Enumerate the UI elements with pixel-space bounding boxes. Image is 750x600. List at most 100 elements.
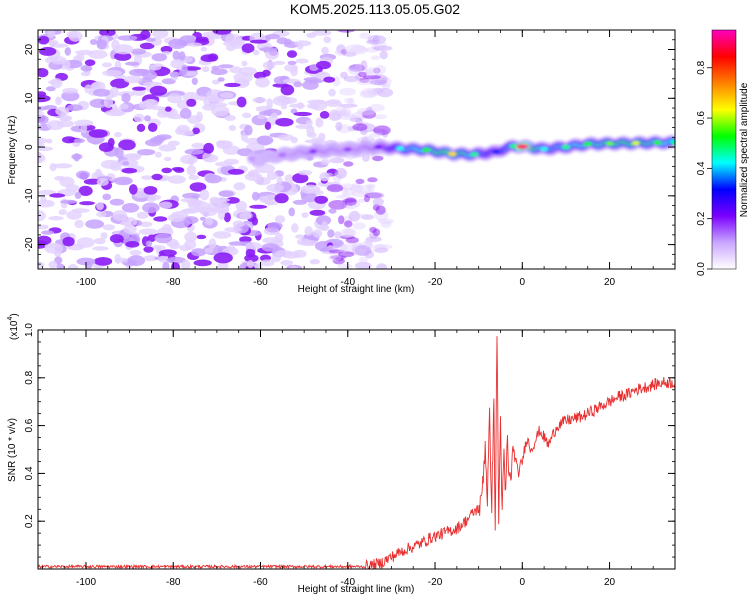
noise-blob — [245, 242, 262, 250]
noise-blob — [323, 76, 336, 83]
noise-blob — [96, 201, 104, 211]
noise-blob — [367, 184, 375, 194]
noise-blob — [290, 108, 298, 114]
noise-blob — [197, 95, 207, 101]
noise-blob — [363, 248, 372, 254]
noise-blob — [291, 223, 299, 233]
noise-blob — [241, 43, 255, 54]
noise-blob — [99, 30, 116, 37]
noise-blob — [295, 58, 309, 64]
track-peak — [278, 152, 287, 158]
noise-blob — [200, 54, 217, 62]
noise-blob — [98, 142, 114, 152]
noise-blob — [228, 125, 237, 131]
spectrogram-xlabel: Height of straight line (km) — [298, 284, 415, 295]
noise-blob — [344, 97, 354, 104]
noise-blob — [344, 220, 353, 228]
noise-blob — [114, 132, 122, 138]
noise-blob — [251, 191, 260, 201]
noise-blob — [129, 184, 138, 195]
noise-blob — [44, 244, 62, 248]
noise-blob — [127, 255, 145, 267]
noise-blob — [352, 222, 366, 230]
noise-blob — [47, 40, 59, 45]
noise-blob — [123, 224, 137, 234]
noise-blob — [295, 124, 313, 129]
noise-blob — [296, 238, 312, 246]
noise-blob — [373, 67, 381, 74]
noise-blob — [151, 53, 168, 62]
track-peak — [492, 149, 501, 155]
colorbar-tick-label: 0.0 — [696, 262, 707, 276]
noise-blob — [132, 86, 147, 91]
noise-blob — [41, 230, 54, 235]
noise-blob — [344, 204, 358, 210]
noise-blob — [160, 45, 173, 53]
noise-blob — [38, 189, 56, 196]
noise-blob — [182, 91, 199, 103]
noise-blob — [113, 176, 133, 186]
noise-blob — [371, 41, 387, 50]
noise-blob — [270, 112, 278, 119]
noise-blob — [114, 51, 132, 61]
noise-blob — [122, 153, 143, 159]
noise-blob — [274, 233, 284, 243]
noise-blob — [179, 108, 192, 119]
noise-blob — [306, 103, 320, 109]
noise-blob — [364, 47, 380, 53]
noise-blob — [334, 49, 351, 57]
noise-blob — [178, 129, 194, 136]
noise-blob — [295, 234, 305, 239]
y-tick-label: 0.8 — [24, 370, 35, 384]
track-peak — [653, 140, 662, 145]
snr-frame — [37, 329, 676, 570]
noise-blob — [38, 146, 54, 152]
noise-blob — [93, 237, 106, 245]
noise-blob — [286, 50, 298, 58]
noise-blob — [362, 152, 370, 162]
noise-blob — [328, 88, 336, 97]
noise-blob — [56, 263, 65, 269]
noise-blob — [67, 264, 79, 269]
noise-blob — [251, 216, 258, 226]
noise-blob — [55, 106, 70, 116]
noise-blob — [300, 184, 321, 194]
noise-blob — [305, 119, 313, 127]
noise-blob — [259, 47, 279, 52]
noise-blob — [74, 119, 94, 127]
noise-blob — [321, 221, 328, 230]
noise-blob — [149, 85, 168, 96]
noise-blob — [244, 124, 253, 136]
noise-blob — [363, 75, 381, 80]
y-tick-label: -10 — [24, 188, 35, 203]
noise-blob — [208, 238, 217, 250]
noise-blob — [265, 33, 280, 40]
noise-blob — [59, 115, 73, 122]
noise-blob — [340, 227, 357, 238]
noise-blob — [343, 75, 360, 83]
noise-blob — [276, 177, 283, 185]
noise-blob — [96, 39, 108, 50]
noise-blob — [249, 39, 268, 44]
noise-blob — [275, 117, 294, 127]
noise-blob — [38, 115, 49, 125]
noise-blob — [214, 161, 233, 167]
noise-blob — [164, 106, 172, 112]
noise-blob — [300, 192, 318, 203]
noise-blob — [329, 157, 345, 164]
noise-blob — [297, 42, 304, 50]
noise-blob — [38, 152, 43, 163]
noise-blob — [254, 177, 271, 186]
x-tick-label: -20 — [428, 577, 443, 588]
noise-blob — [335, 256, 344, 262]
colorbar-label: Normalized spectral amplitude — [739, 82, 750, 217]
x-tick-label: -60 — [253, 577, 268, 588]
x-tick-label: 0 — [520, 277, 526, 288]
noise-blob — [199, 216, 206, 221]
noise-blob — [161, 78, 176, 85]
noise-blob — [188, 202, 203, 208]
noise-blob — [205, 174, 222, 184]
noise-blob — [73, 153, 80, 162]
y-tick-label: -20 — [24, 237, 35, 252]
track-peak — [509, 143, 518, 149]
